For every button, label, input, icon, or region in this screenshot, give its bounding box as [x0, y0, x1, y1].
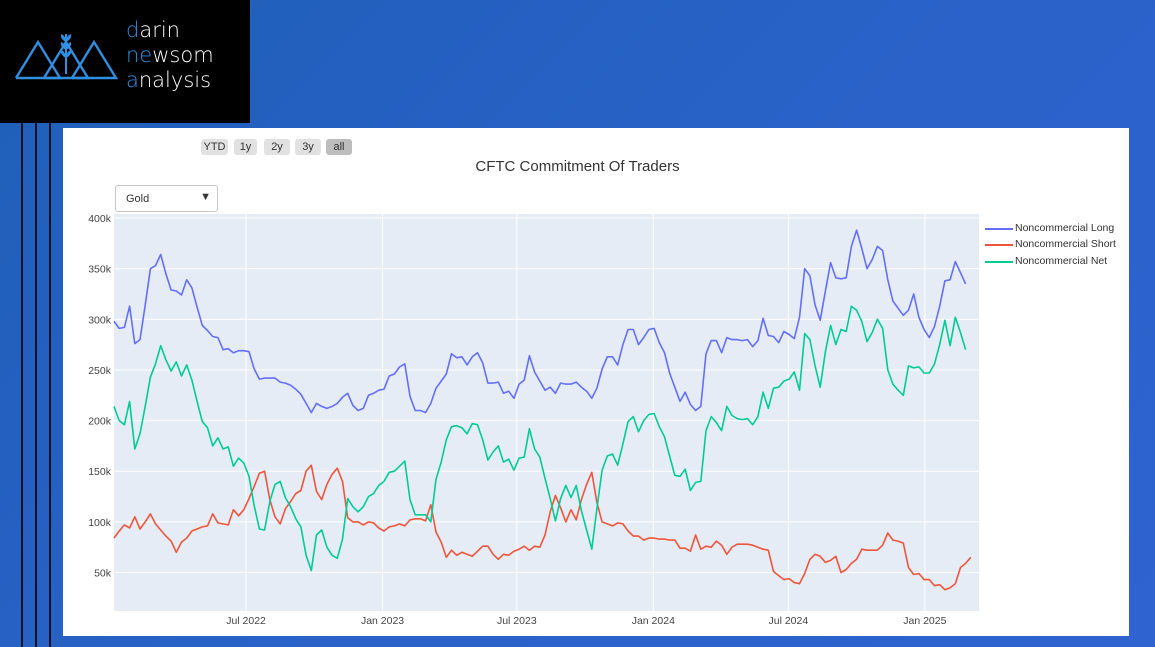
range-button-1y[interactable]: 1y: [234, 139, 257, 155]
mountain-logo-icon: [14, 34, 119, 80]
chart-title: CFTC Commitment Of Traders: [475, 158, 680, 175]
range-button-all[interactable]: all: [326, 139, 352, 155]
range-button-3y[interactable]: 3y: [295, 139, 321, 155]
legend-swatch: [985, 244, 1013, 246]
range-button-2y[interactable]: 2y: [264, 139, 290, 155]
plot-area: [114, 214, 979, 611]
y-tick-label: 100k: [88, 517, 112, 529]
y-tick-label: 300k: [88, 314, 112, 326]
y-tick-label: 250k: [88, 365, 112, 377]
x-tick-label: Jul 2023: [497, 615, 537, 627]
decorative-line: [21, 123, 23, 647]
dropdown-selected-value: Gold: [126, 193, 150, 205]
legend-swatch: [985, 228, 1013, 230]
x-tick-label: Jan 2023: [361, 615, 404, 627]
y-tick-label: 400k: [88, 213, 112, 225]
series-line-2: [113, 464, 972, 591]
x-tick-label: Jan 2024: [632, 615, 675, 627]
dropdown-arrow-icon: ▼: [200, 191, 211, 203]
y-tick-label: 350k: [88, 264, 112, 276]
y-tick-label: 150k: [88, 466, 112, 478]
decorative-line: [49, 123, 51, 647]
x-tick-label: Jan 2025: [903, 615, 946, 627]
range-button-ytd[interactable]: YTD: [201, 139, 228, 155]
logo-text: darin newsom analysis: [126, 18, 214, 92]
commodity-dropdown[interactable]: Gold ▼: [115, 185, 218, 212]
x-tick-label: Jul 2024: [768, 615, 808, 627]
series-line-1: [113, 229, 967, 414]
decorative-line: [35, 123, 37, 647]
y-tick-label: 200k: [88, 416, 112, 428]
legend-swatch: [985, 261, 1013, 263]
x-tick-label: Jul 2022: [226, 615, 266, 627]
logo: darin newsom analysis: [0, 0, 250, 123]
series-line-3: [113, 305, 967, 572]
y-tick-label: 50k: [94, 568, 112, 580]
